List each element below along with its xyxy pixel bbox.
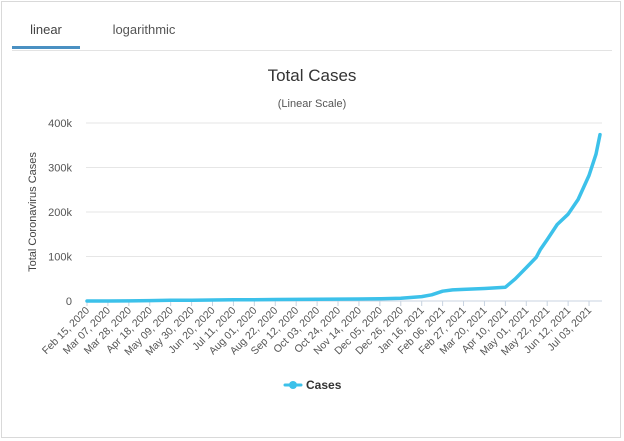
chart-subtitle: (Linear Scale): [278, 98, 346, 110]
y-tick-label: 400k: [48, 118, 72, 130]
tab-logarithmic[interactable]: logarithmic: [112, 22, 176, 37]
y-tick-label: 200k: [48, 207, 72, 219]
y-tick-label: 0: [66, 296, 72, 308]
tab-linear[interactable]: linear: [12, 14, 80, 49]
legend-label-cases: Cases: [306, 378, 342, 392]
scale-tabs: linear logarithmic: [12, 14, 612, 51]
y-axis-label: Total Coronavirus Cases: [27, 152, 39, 272]
y-tick-label: 100k: [48, 252, 72, 264]
legend[interactable]: Cases: [283, 378, 342, 392]
series-line-cases[interactable]: [85, 132, 602, 303]
y-tick-label: 300k: [48, 163, 72, 175]
legend-marker: [289, 381, 297, 389]
chart-title: Total Cases: [268, 66, 357, 85]
